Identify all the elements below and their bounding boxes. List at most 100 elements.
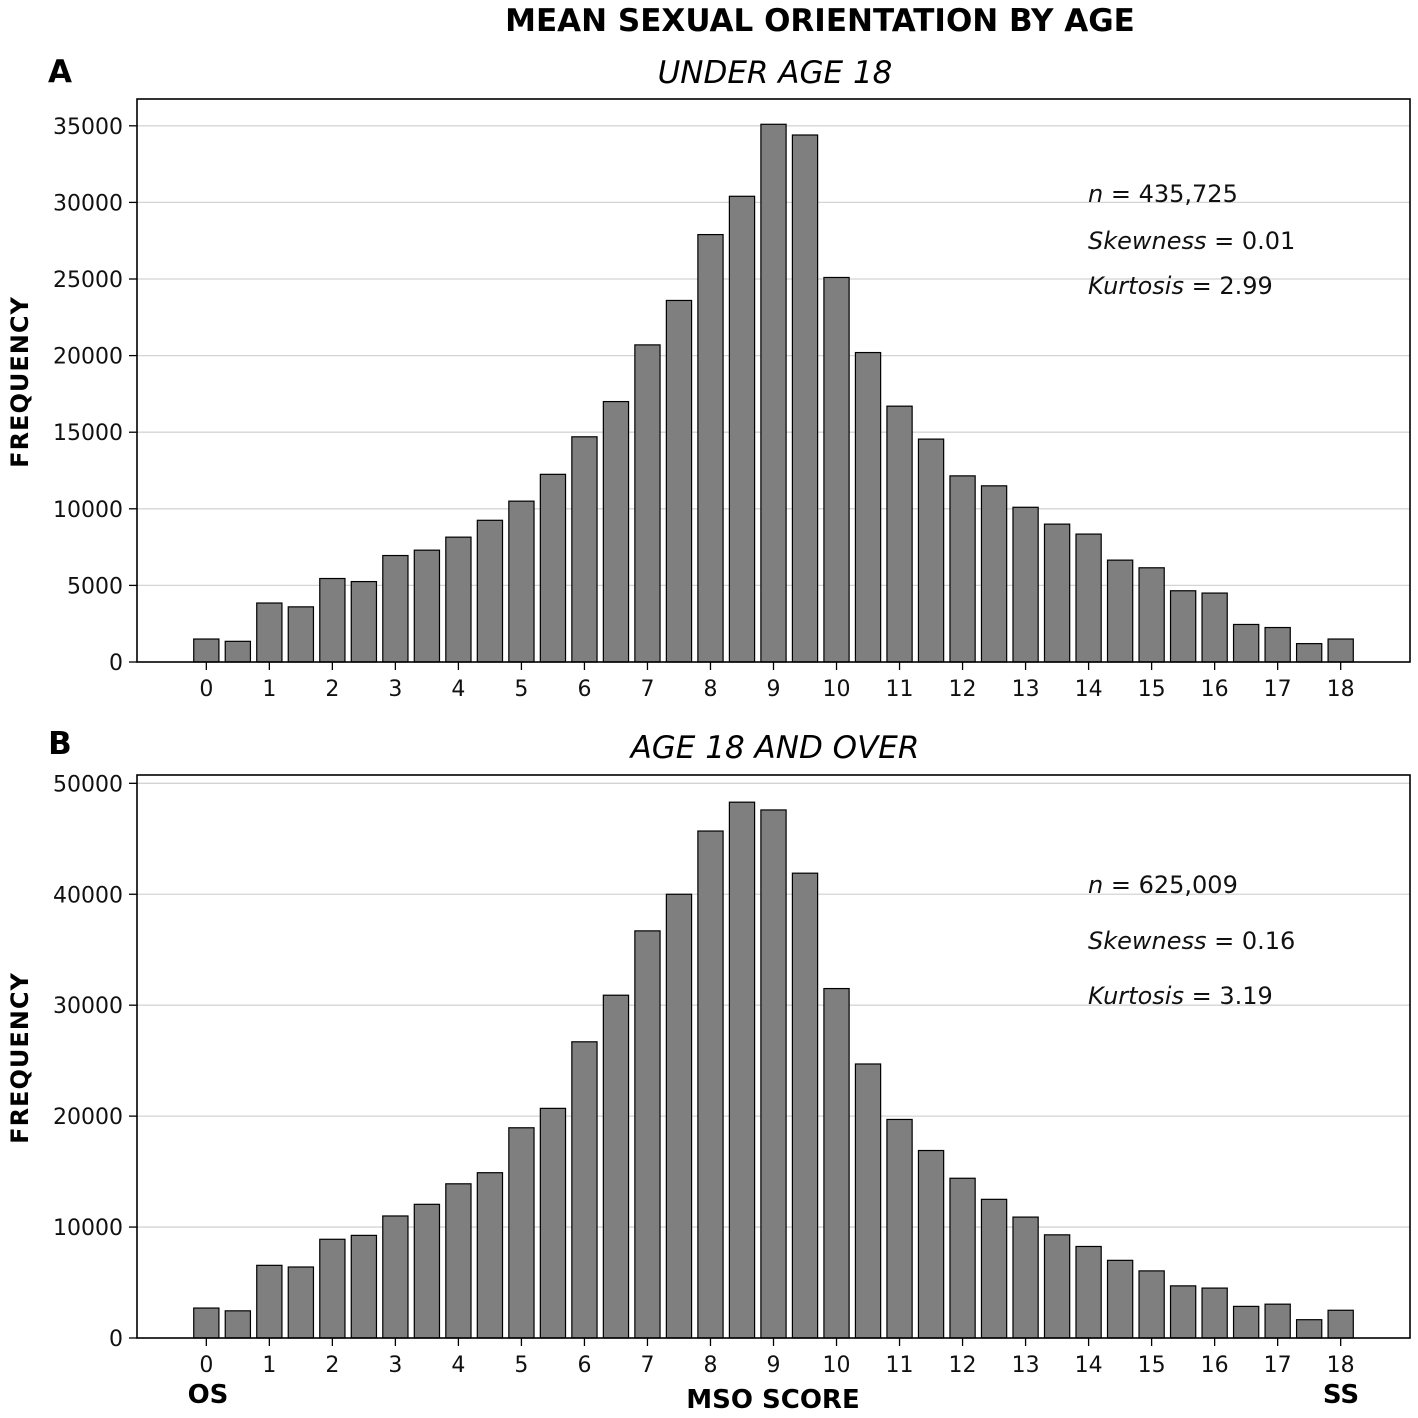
- panel-a-bar: [1295, 643, 1323, 663]
- panel-b-xtick-label: 18: [1327, 1353, 1355, 1378]
- panel-a-ytick-label: 0: [109, 651, 123, 676]
- panel-a-bar: [319, 577, 346, 663]
- panel-a-xtick-label: 2: [325, 677, 339, 702]
- panel-b-xtick-label: 14: [1075, 1353, 1103, 1378]
- panel-a-ytick-label: 20000: [53, 345, 123, 370]
- panel-a-bar: [193, 638, 220, 663]
- panel-a-bar: [697, 233, 724, 663]
- panel-b-bar: [287, 1266, 315, 1339]
- x-left-end-label: OS: [188, 1380, 229, 1410]
- panel-b-bar: [382, 1215, 409, 1339]
- panel-b-bar: [1264, 1303, 1291, 1339]
- panel-b-ytick-label: 50000: [53, 772, 123, 797]
- panel-a-bar: [602, 400, 630, 663]
- panel-a-bar: [1169, 590, 1197, 663]
- panel-b-xtick-label: 5: [514, 1353, 528, 1378]
- panel-b-bar: [1138, 1270, 1165, 1339]
- panel-a-title: UNDER AGE 18: [658, 55, 893, 91]
- panel-b-xtick-label: 9: [767, 1353, 781, 1378]
- panel-b-bar: [634, 930, 661, 1339]
- panel-a-ytick-label: 35000: [53, 115, 123, 140]
- panel-b-bar: [319, 1238, 346, 1339]
- panel-b-bar: [539, 1107, 567, 1339]
- panel-b-xtick-label: 8: [703, 1353, 717, 1378]
- panel-b-bar: [1295, 1319, 1323, 1339]
- panel-b: B AGE 18 AND OVER FREQUENCY 0 10000 20000 3…: [6, 726, 1411, 1378]
- panel-b-ytick-label: 30000: [53, 994, 123, 1019]
- panel-b-bar: [1106, 1259, 1134, 1339]
- panel-a-bar: [413, 549, 441, 663]
- panel-b-kurtosis-value: = 3.19: [1184, 982, 1273, 1010]
- panel-b-n-label: n: [1088, 871, 1103, 899]
- panel-b-bar: [1327, 1309, 1354, 1339]
- panel-a-bar: [760, 123, 787, 663]
- panel-b-bar: [508, 1127, 535, 1339]
- panel-a-letter: A: [48, 54, 72, 90]
- panel-b-bar: [791, 872, 819, 1339]
- panel-b-ylabel: FREQUENCY: [6, 972, 34, 1144]
- panel-a-ytick-label: 10000: [53, 498, 123, 523]
- panel-b-xtick-label: 4: [451, 1353, 465, 1378]
- panel-b-xtick-label: 15: [1138, 1353, 1166, 1378]
- panel-b-bar: [602, 994, 630, 1339]
- panel-b-bar: [1075, 1245, 1102, 1339]
- panel-a-bar: [791, 134, 819, 663]
- panel-a-bar: [382, 554, 409, 663]
- panel-b-kurtosis-label: Kurtosis: [1088, 982, 1184, 1010]
- panel-b-xtick-label: 17: [1264, 1353, 1292, 1378]
- panel-b-skewness-stat: Skewness = 0.16: [1088, 927, 1295, 955]
- panel-b-bar: [1201, 1287, 1228, 1339]
- panel-a-ylabel: FREQUENCY: [6, 296, 34, 468]
- panel-b-xtick-label: 11: [886, 1353, 914, 1378]
- panel-a-bar: [854, 351, 882, 663]
- panel-a-bars: [193, 123, 1354, 663]
- panel-a-bar: [823, 276, 850, 663]
- panel-a-n-stat: n = 435,725: [1088, 180, 1238, 208]
- panel-a-bar: [1106, 559, 1134, 663]
- panel-b-ytick-label: 20000: [53, 1105, 123, 1130]
- panel-b-bar: [350, 1234, 378, 1339]
- panel-b-bar: [413, 1203, 441, 1339]
- panel-b-bar: [1043, 1234, 1071, 1339]
- panel-a-bar: [445, 536, 472, 663]
- panel-a-xtick-label: 4: [451, 677, 465, 702]
- panel-a-xtick-label: 17: [1264, 677, 1292, 702]
- panel-a-bar: [634, 344, 661, 663]
- panel-b-bars: [193, 801, 1354, 1339]
- panel-b-bar: [823, 987, 850, 1339]
- panel-a-bar: [256, 602, 283, 663]
- panel-b-bar: [728, 801, 756, 1339]
- panel-a-bar: [980, 485, 1008, 663]
- panel-a-xtick-label: 11: [886, 677, 914, 702]
- panel-a-xtick-label: 1: [262, 677, 276, 702]
- panel-b-xtick-label: 10: [823, 1353, 851, 1378]
- panel-a-bar: [665, 299, 693, 663]
- panel-a-bar: [1327, 638, 1354, 663]
- panel-a-n-label: n: [1088, 180, 1103, 208]
- panel-b-stats: n = 625,009 Skewness = 0.16 Kurtosis = 3…: [1088, 871, 1295, 1010]
- panel-a-xtick-label: 6: [577, 677, 591, 702]
- panel-a-skewness-label: Skewness: [1088, 227, 1207, 255]
- panel-a-stats: n = 435,725 Skewness = 0.01 Kurtosis = 2…: [1088, 180, 1295, 300]
- panel-a: A UNDER AGE 18 FREQUENCY 0 5000 10000 15000…: [6, 54, 1411, 702]
- panel-b-ytick-label: 0: [109, 1327, 123, 1352]
- panel-b-ytick-label: 40000: [53, 883, 123, 908]
- panel-b-xtick-label: 13: [1012, 1353, 1040, 1378]
- panel-b-n-stat: n = 625,009: [1088, 871, 1238, 899]
- panel-b-bar: [949, 1177, 976, 1339]
- panel-a-xtick-label: 13: [1012, 677, 1040, 702]
- panel-a-ytick-label: 5000: [67, 574, 123, 599]
- panel-b-xtick-label: 7: [640, 1353, 654, 1378]
- panel-b-bar: [760, 809, 787, 1339]
- panel-a-ytick-label: 25000: [53, 268, 123, 293]
- panel-b-bar: [571, 1041, 598, 1339]
- x-right-end-label: SS: [1323, 1380, 1359, 1410]
- panel-a-xtick-label: 5: [514, 677, 528, 702]
- panel-a-bar: [224, 640, 252, 663]
- panel-a-bar: [350, 580, 378, 663]
- panel-a-kurtosis-stat: Kurtosis = 2.99: [1088, 272, 1273, 300]
- panel-b-xtick-label: 3: [388, 1353, 402, 1378]
- panel-a-xtick-label: 9: [767, 677, 781, 702]
